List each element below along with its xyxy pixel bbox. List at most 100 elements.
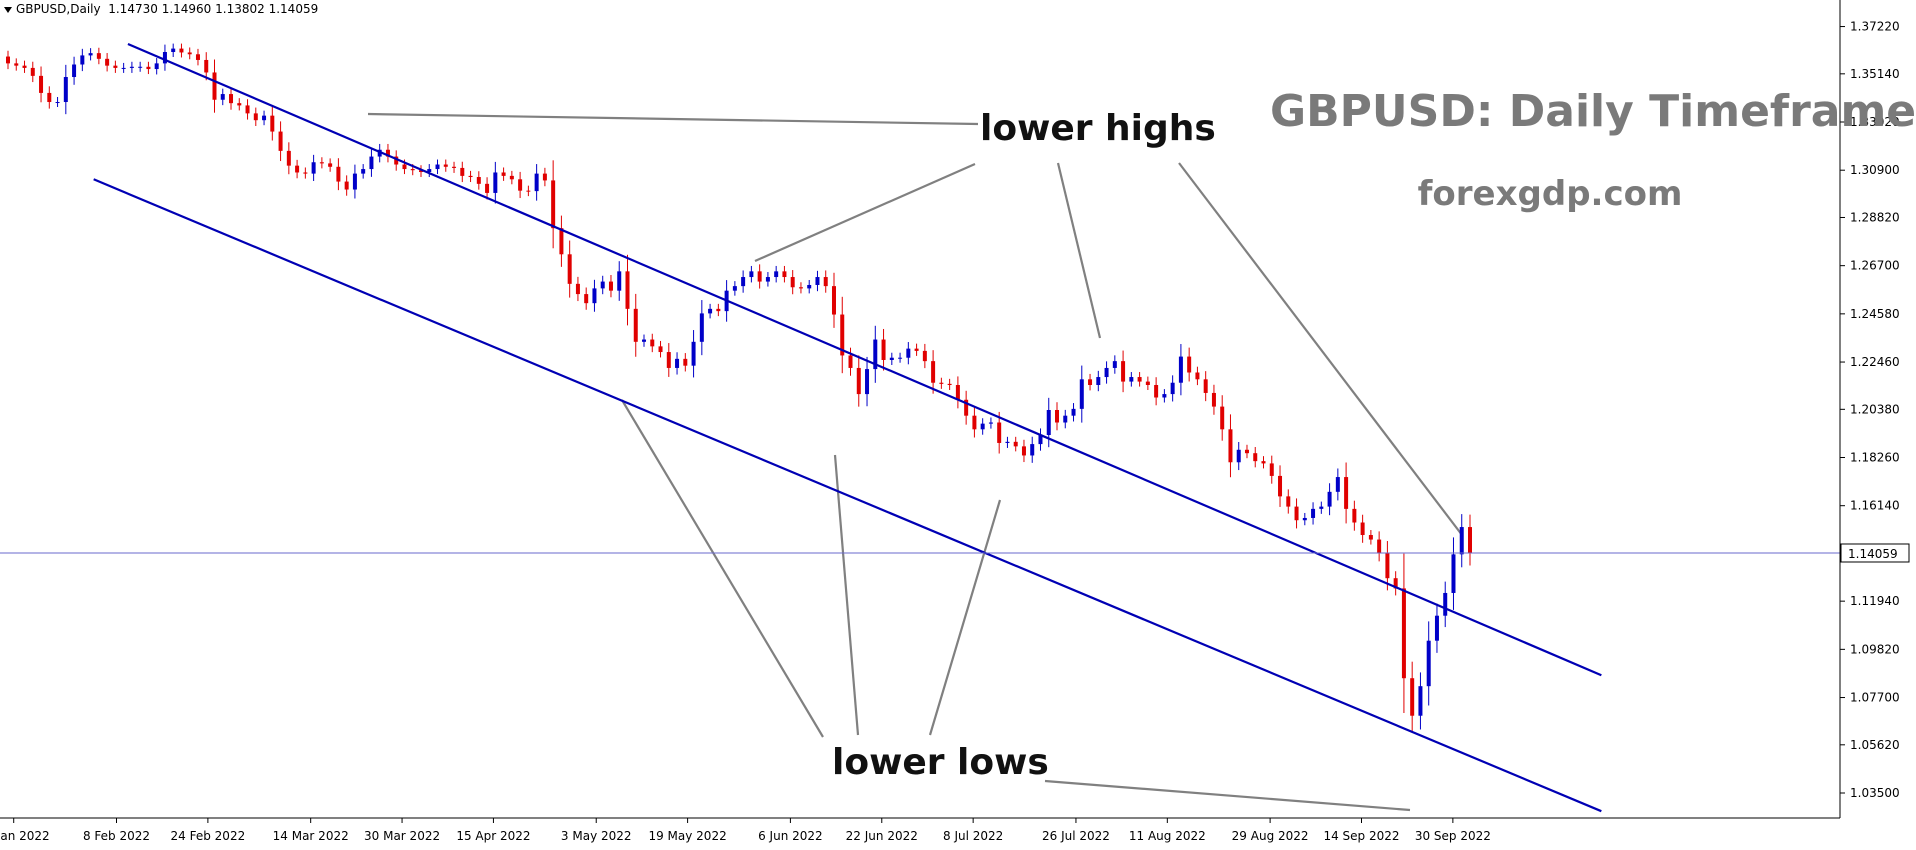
- candle: [683, 353, 688, 372]
- candle: [559, 215, 564, 267]
- candle: [113, 60, 118, 73]
- y-tick-label: 1.16140: [1850, 499, 1900, 513]
- candle-body: [14, 63, 19, 66]
- candle: [460, 161, 465, 183]
- candle-body: [1228, 429, 1233, 463]
- candle: [782, 265, 787, 283]
- candle-body: [39, 75, 44, 93]
- candle-body: [311, 162, 316, 174]
- candle-body: [931, 361, 936, 383]
- annotation-pointer-line: [367, 112, 979, 126]
- y-tick-label: 1.11940: [1850, 594, 1900, 608]
- candle-body: [592, 288, 597, 304]
- candle-body: [997, 422, 1002, 443]
- candle-body: [1451, 554, 1456, 593]
- candle-body: [295, 165, 300, 173]
- candle-body: [80, 55, 85, 65]
- candle-body: [204, 59, 209, 73]
- candle: [435, 159, 440, 175]
- candle-body: [319, 162, 324, 164]
- candle-body: [947, 383, 952, 385]
- candle: [1269, 455, 1274, 484]
- candle-body: [270, 115, 275, 132]
- candle-body: [162, 52, 167, 64]
- candle: [1302, 512, 1307, 526]
- candle: [1055, 402, 1060, 431]
- candle-body: [394, 156, 399, 165]
- candle-body: [1377, 539, 1382, 554]
- candle-body: [1344, 477, 1349, 509]
- candle-body: [1278, 475, 1283, 497]
- candle-body: [1021, 446, 1026, 456]
- candle: [1327, 483, 1332, 516]
- candle: [129, 61, 134, 73]
- candle: [303, 167, 308, 179]
- candle: [336, 158, 341, 191]
- candle-body: [518, 179, 523, 191]
- candle-body: [336, 166, 341, 182]
- candle-body: [1327, 491, 1332, 507]
- candle-body: [600, 281, 605, 289]
- candle-body: [1443, 592, 1448, 616]
- candle: [369, 148, 374, 177]
- candle-body: [1071, 408, 1076, 416]
- candle-body: [815, 277, 820, 285]
- candle-body: [171, 48, 176, 53]
- candle: [352, 164, 357, 199]
- candle: [807, 279, 812, 294]
- candle: [204, 52, 209, 81]
- candle: [6, 50, 10, 70]
- current-price-box: [1840, 543, 1910, 563]
- candle-body: [1434, 615, 1439, 641]
- y-tick-label: 1.26700: [1850, 259, 1900, 273]
- candle: [1220, 395, 1225, 441]
- candle-body: [675, 358, 680, 368]
- candle: [468, 170, 473, 183]
- candle: [1385, 541, 1390, 591]
- x-tick-label: 19 May 2022: [648, 829, 726, 843]
- candle: [1071, 403, 1076, 422]
- candle: [642, 334, 647, 347]
- candle-body: [1096, 377, 1101, 385]
- candle: [476, 171, 481, 190]
- candle-body: [344, 181, 349, 190]
- candle: [1344, 462, 1349, 524]
- candle-body: [526, 190, 531, 192]
- candle-body: [575, 283, 580, 295]
- candle: [625, 254, 630, 326]
- candle: [1278, 465, 1283, 507]
- dropdown-triangle-icon[interactable]: [4, 6, 12, 13]
- y-tick-label: 1.18260: [1850, 451, 1900, 465]
- candle-body: [253, 113, 258, 121]
- candle: [30, 61, 35, 83]
- candle: [749, 265, 754, 283]
- candle: [881, 328, 886, 371]
- candle-body: [1187, 356, 1192, 373]
- candle-body: [1088, 379, 1093, 385]
- candle-body: [212, 72, 217, 100]
- annotation-pointer-line: [928, 499, 1002, 736]
- annotation-pointer-line: [621, 399, 824, 738]
- candle: [1187, 347, 1192, 382]
- candle: [708, 303, 713, 319]
- candle-body: [1368, 535, 1373, 540]
- candle: [914, 343, 919, 356]
- candle: [608, 274, 613, 298]
- channel-lines: [93, 43, 1602, 813]
- candle-body: [1063, 415, 1068, 423]
- candle: [1121, 350, 1126, 393]
- candle-body: [1468, 527, 1472, 553]
- candle-body: [509, 175, 514, 180]
- candle: [584, 287, 589, 310]
- candle: [650, 333, 655, 353]
- x-tick-label: 24 Feb 2022: [171, 829, 246, 843]
- candle: [1203, 371, 1208, 402]
- candle: [1178, 344, 1183, 396]
- candle-body: [798, 287, 803, 289]
- header-open: 1.14730: [108, 2, 158, 16]
- candle-body: [328, 163, 333, 167]
- candle-body: [402, 164, 407, 170]
- channel-upper-line: [127, 43, 1602, 677]
- candle-body: [1220, 406, 1225, 430]
- candle: [840, 296, 845, 374]
